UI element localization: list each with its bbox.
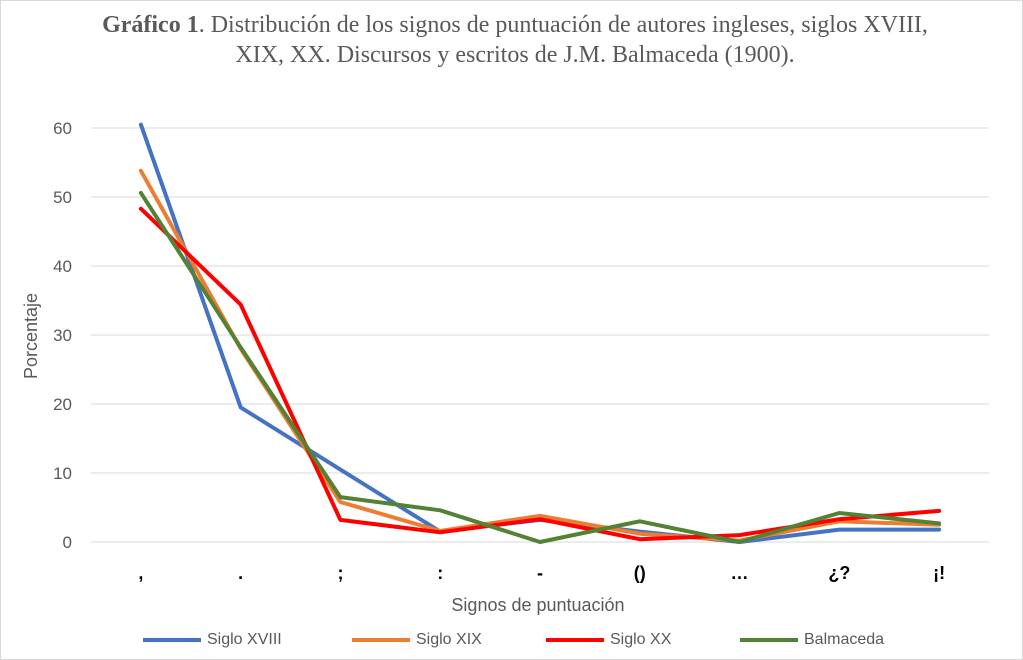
grid-lines — [91, 127, 989, 543]
legend-label: Siglo XX — [610, 631, 672, 648]
y-axis-title: Porcentaje — [21, 293, 41, 379]
y-tick-50: 50 — [53, 188, 72, 207]
chart-title-text: . Distribución de los signos de puntuaci… — [198, 12, 928, 68]
legend-label: Siglo XVIII — [207, 631, 282, 648]
y-tick-10: 10 — [53, 464, 72, 483]
legend-swatch — [352, 638, 410, 642]
legend-item-balmaceda: Balmaceda — [740, 628, 884, 652]
x-tick-3: : — [437, 563, 443, 583]
y-tick-20: 20 — [53, 395, 72, 414]
chart-title: Gráfico 1. Distribución de los signos de… — [100, 10, 930, 70]
series-line-siglo-xviii — [138, 122, 942, 544]
legend-swatch — [143, 638, 201, 642]
chart-title-bold: Gráfico 1 — [102, 12, 199, 38]
x-tick-2: ; — [337, 563, 343, 583]
y-tick-40: 40 — [53, 257, 72, 276]
legend-swatch — [546, 638, 604, 642]
x-tick-1: . — [238, 563, 243, 583]
legend-swatch — [740, 638, 798, 642]
x-axis-title: Signos de puntuación — [451, 595, 624, 615]
series-line-balmaceda — [138, 190, 942, 544]
legend: Siglo XVIII Siglo XIX Siglo XX Balmaceda — [0, 628, 1023, 652]
x-tick-labels: ,.;: - () … ¿? ¡! — [138, 563, 945, 583]
y-tick-60: 60 — [53, 119, 72, 138]
series-lines — [138, 122, 942, 544]
legend-label: Balmaceda — [804, 631, 885, 648]
legend-label: Siglo XIX — [416, 631, 482, 648]
x-tick-7: ¿? — [828, 563, 850, 583]
x-tick-8: ¡! — [933, 563, 945, 583]
y-tick-labels: 0 10 20 30 40 50 60 — [53, 119, 72, 552]
y-tick-30: 30 — [53, 326, 72, 345]
y-tick-0: 0 — [63, 533, 72, 552]
legend-item-siglo-xx: Siglo XX — [546, 628, 671, 652]
x-tick-6: … — [731, 563, 749, 583]
x-tick-0: , — [138, 563, 143, 583]
series-line-siglo-xix — [138, 168, 942, 543]
x-tick-4: - — [537, 563, 543, 583]
legend-item-siglo-xix: Siglo XIX — [352, 628, 482, 652]
x-tick-5: () — [634, 563, 646, 583]
legend-item-siglo-xviii: Siglo XVIII — [143, 628, 282, 652]
